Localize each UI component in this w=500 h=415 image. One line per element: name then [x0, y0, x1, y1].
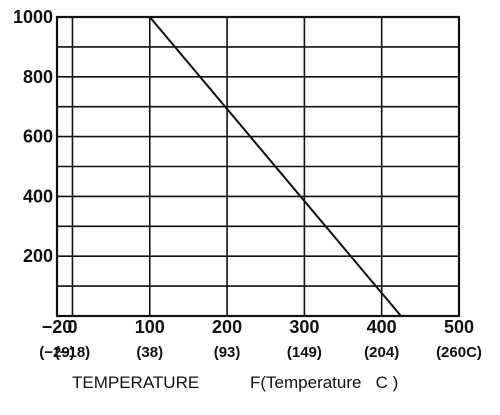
x-tick-sublabel: (−18) [55, 344, 90, 361]
x-tick-sublabel: (260C) [436, 344, 482, 361]
series-line [149, 16, 402, 317]
x-tick-label: −20 [42, 317, 73, 337]
x-tick-sublabel: (93) [214, 344, 241, 361]
x-tick-label: 400 [367, 317, 397, 337]
x-axis-label: TEMPERATURE [72, 373, 199, 392]
x-tick-label: 100 [135, 317, 165, 337]
x-tick-label: 300 [289, 317, 319, 337]
y-tick-label: 400 [23, 186, 53, 206]
x-tick-label: 500 [444, 317, 474, 337]
x-tick-label: 200 [212, 317, 242, 337]
series-layer [149, 16, 402, 317]
x-axis-tick-labels: −20 (−29) 0 (−18) 100 (38) 200 (93) 300 (149) 400 (… [39, 317, 482, 361]
y-tick-label: 200 [23, 246, 53, 266]
x-tick-label: 0 [67, 317, 77, 337]
gridlines [57, 17, 459, 316]
y-axis-tick-labels: 200 400 600 800 1000 [13, 7, 53, 266]
x-tick-sublabel: (204) [364, 344, 399, 361]
y-tick-label: 800 [23, 67, 53, 87]
y-tick-label: 1000 [13, 7, 53, 27]
plot-area-frame [55, 15, 461, 318]
x-tick-sublabel: (149) [287, 344, 322, 361]
x-tick-sublabel: (−29) [39, 344, 74, 361]
x-axis-unit-label: F(Temperature C ) [250, 373, 398, 392]
x-tick-sublabel: (38) [136, 344, 163, 361]
y-tick-label: 600 [23, 127, 53, 147]
